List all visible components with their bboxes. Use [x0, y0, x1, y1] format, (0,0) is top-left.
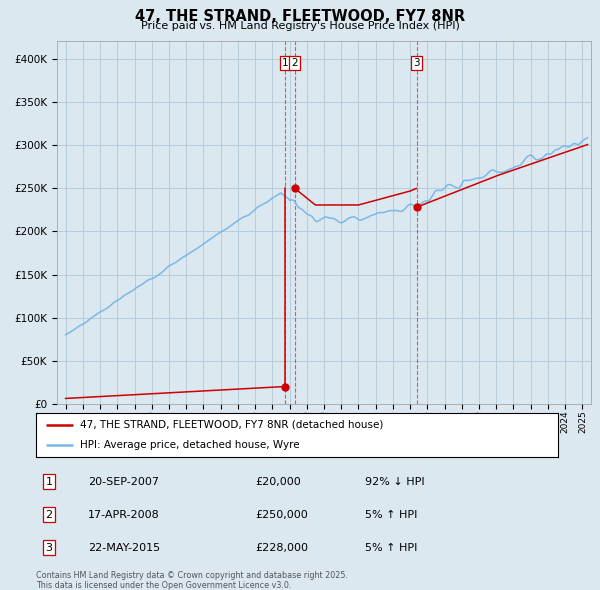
Text: 5% ↑ HPI: 5% ↑ HPI — [365, 510, 417, 520]
Text: 1: 1 — [46, 477, 53, 487]
Text: HPI: Average price, detached house, Wyre: HPI: Average price, detached house, Wyre — [80, 440, 300, 450]
Text: 22-MAY-2015: 22-MAY-2015 — [88, 543, 160, 553]
Text: £228,000: £228,000 — [255, 543, 308, 553]
Text: Price paid vs. HM Land Registry's House Price Index (HPI): Price paid vs. HM Land Registry's House … — [140, 21, 460, 31]
Text: £20,000: £20,000 — [255, 477, 301, 487]
Text: 92% ↓ HPI: 92% ↓ HPI — [365, 477, 424, 487]
Text: 1: 1 — [281, 58, 288, 68]
Text: 2: 2 — [291, 58, 298, 68]
Text: £250,000: £250,000 — [255, 510, 308, 520]
Text: 5% ↑ HPI: 5% ↑ HPI — [365, 543, 417, 553]
Text: 2: 2 — [46, 510, 53, 520]
Text: 47, THE STRAND, FLEETWOOD, FY7 8NR: 47, THE STRAND, FLEETWOOD, FY7 8NR — [135, 9, 465, 24]
Text: 3: 3 — [46, 543, 53, 553]
Text: 3: 3 — [413, 58, 420, 68]
Text: 47, THE STRAND, FLEETWOOD, FY7 8NR (detached house): 47, THE STRAND, FLEETWOOD, FY7 8NR (deta… — [80, 420, 384, 430]
Text: Contains HM Land Registry data © Crown copyright and database right 2025.
This d: Contains HM Land Registry data © Crown c… — [36, 571, 348, 590]
Text: 20-SEP-2007: 20-SEP-2007 — [88, 477, 159, 487]
Text: 17-APR-2008: 17-APR-2008 — [88, 510, 160, 520]
